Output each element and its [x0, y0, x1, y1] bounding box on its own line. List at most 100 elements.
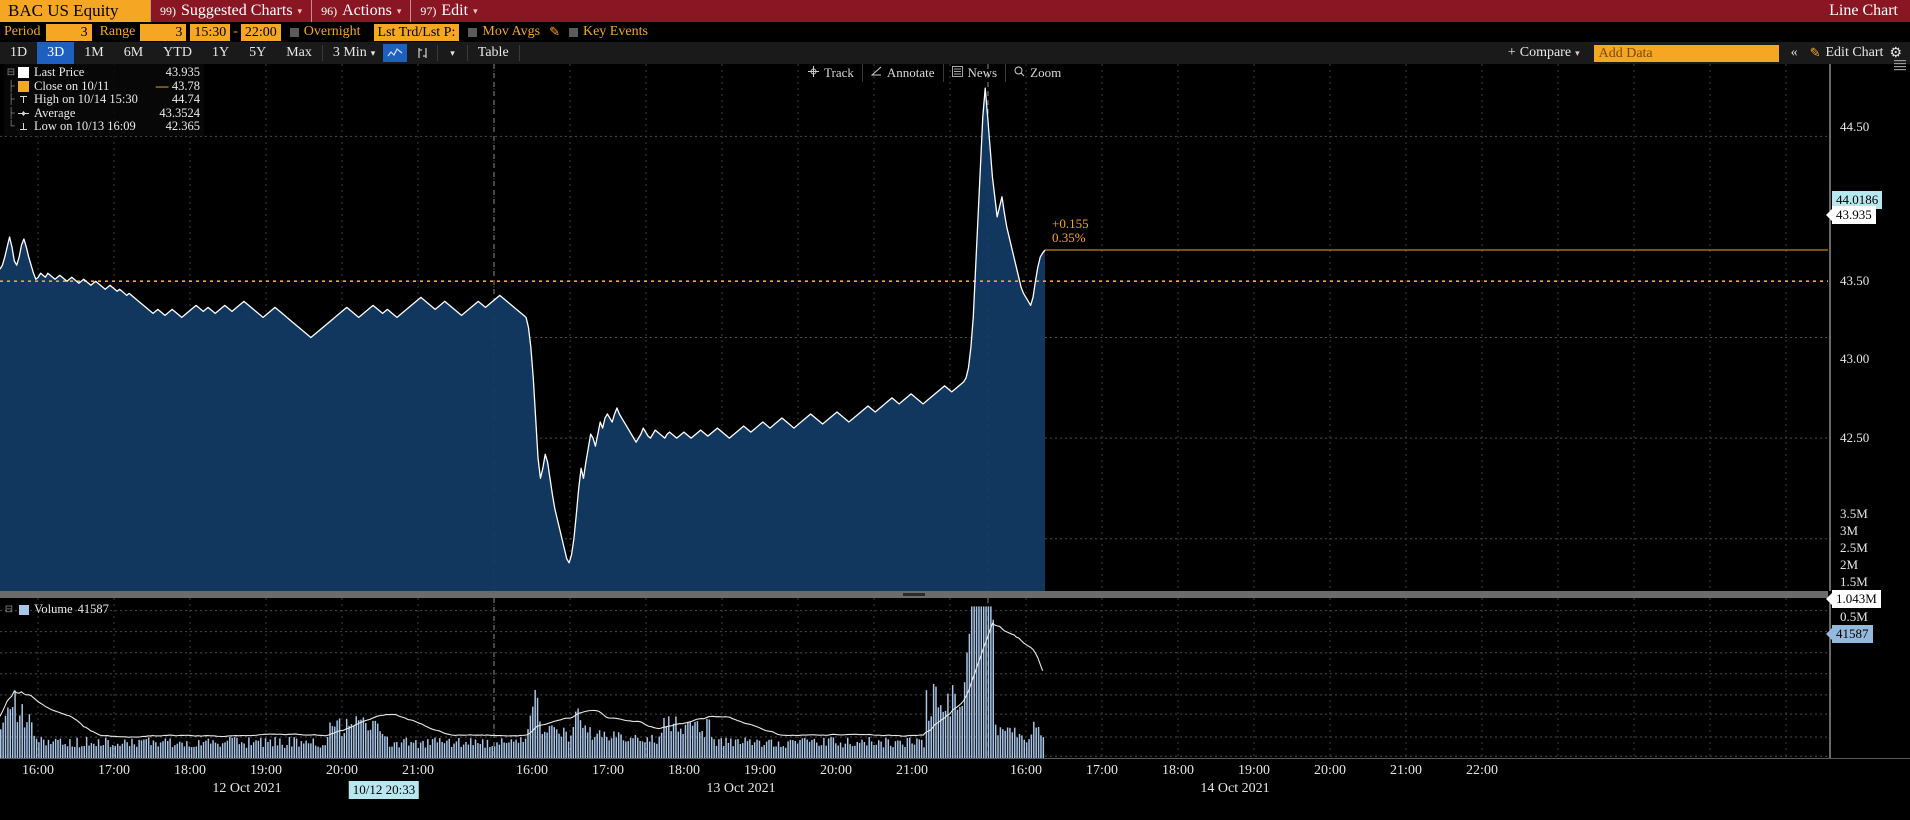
bar-chart-icon[interactable] [411, 44, 435, 62]
axis-ticks [1829, 64, 1831, 758]
chevron-down-icon[interactable]: ▾ [370, 47, 376, 58]
zoom-button[interactable]: Zoom [1005, 64, 1069, 82]
tab-table[interactable]: Table [477, 45, 509, 60]
tab-max[interactable]: Max [286, 45, 312, 60]
legend-value: 42.365 [165, 119, 200, 134]
tab-3d[interactable]: 3D [37, 42, 75, 64]
volume-chart-plot[interactable]: ⊟ Volume 41587 [0, 598, 1828, 758]
add-data-input[interactable]: Add Data [1593, 44, 1779, 62]
mov-avgs-label: Mov Avgs [482, 24, 541, 39]
volume-avg-marker: 1.043M [1832, 590, 1881, 608]
crosshair-icon [808, 65, 819, 81]
zoom-label: Zoom [1030, 65, 1062, 80]
x-tick-label: 22:00 [1466, 763, 1498, 778]
title-bar: BAC US Equity 99) Suggested Charts ▾ 96)… [0, 0, 1910, 22]
volume-tick-label: 3.5M [1840, 506, 1868, 521]
lst-trd-lst-p-dropdown[interactable]: Lst Trd/Lst P: [373, 23, 460, 41]
legend-dash: ---- [155, 78, 169, 93]
period-input[interactable]: 3 [45, 23, 92, 41]
volume-chart-svg [0, 598, 1828, 758]
mov-avgs-checkbox[interactable] [468, 27, 478, 37]
change-annotation: +0.155 [1052, 216, 1089, 231]
legend-value: 43.3524 [159, 105, 200, 120]
chevron-down-icon-more[interactable]: ▾ [450, 47, 455, 58]
volume-legend: ⊟ Volume 41587 [4, 602, 109, 617]
chart-type-title: Line Chart [1829, 2, 1898, 19]
x-tick-label: 19:00 [250, 763, 282, 778]
gear-icon[interactable]: ⚙ [1889, 45, 1902, 61]
menu-number: 97) [420, 4, 437, 18]
divider [150, 0, 151, 22]
x-tick-label: 18:00 [1162, 763, 1194, 778]
x-tick-label: 21:00 [1390, 763, 1422, 778]
news-label: News [967, 65, 998, 80]
volume-tick-label: 0.5M [1840, 609, 1868, 624]
right-axis[interactable] [1828, 64, 1910, 758]
x-tick-label: 17:00 [1086, 763, 1118, 778]
range-input[interactable]: 3 [140, 23, 187, 41]
overnight-checkbox[interactable] [289, 27, 299, 37]
divider [311, 0, 313, 22]
price-tick-label: 42.50 [1840, 430, 1870, 445]
line-chart-icon[interactable] [383, 44, 408, 62]
legend-label: Close on 10/11 [34, 78, 110, 93]
edit-chart-button[interactable]: ✎ Edit Chart [1804, 45, 1890, 61]
x-tick-label: 16:00 [516, 763, 548, 778]
legend-row: ├ Average 43.3524 [4, 105, 204, 121]
pencil-icon[interactable]: ✎ [549, 24, 560, 39]
menu-actions[interactable]: 96) Actions ▾ [312, 0, 410, 22]
ticker-input[interactable]: BAC US Equity [0, 0, 150, 22]
legend-value: 44.74 [171, 92, 200, 107]
price-chart-svg [0, 64, 1828, 591]
x-tick-label: 19:00 [1238, 763, 1270, 778]
x-tick-label: 18:00 [174, 763, 206, 778]
tab-1y[interactable]: 1Y [211, 45, 230, 60]
tab-ytd[interactable]: YTD [163, 45, 192, 60]
range-label: Range [99, 24, 136, 39]
x-tick-label: 21:00 [896, 763, 928, 778]
chevron-down-icon: ▾ [473, 6, 478, 16]
splitter-grip [903, 593, 925, 596]
edit-chart-label: Edit Chart [1825, 45, 1884, 60]
tee-up-icon [18, 94, 29, 105]
x-tick-label: 19:00 [744, 763, 776, 778]
menu-edit[interactable]: 97) Edit ▾ [411, 0, 486, 22]
chevron-down-icon: ▾ [396, 6, 402, 16]
divider [321, 45, 323, 61]
tree-toggle-icon[interactable]: ⊟ [4, 603, 14, 615]
time-end-input[interactable]: 22:00 [240, 23, 281, 41]
time-start-input[interactable]: 15:30 [190, 23, 231, 41]
tab-5y[interactable]: 5Y [249, 45, 267, 60]
tab-1d[interactable]: 1D [10, 45, 28, 60]
interval-dropdown[interactable]: 3 Min [332, 45, 367, 60]
x-tick-label: 20:00 [1314, 763, 1346, 778]
period-label: Period [4, 24, 41, 39]
legend-row: └ Low on 10/13 16:09 42.365 [4, 119, 204, 134]
legend-label: Low on 10/13 16:09 [34, 119, 136, 134]
legend-value: 43.78 [171, 78, 200, 93]
menu-suggested-charts[interactable]: 99) Suggested Charts ▾ [151, 0, 311, 22]
chart-menu-icon[interactable] [1894, 58, 1906, 71]
price-chart-plot[interactable]: ⊟ Last Price 43.935 ├ Close on 10/11 ---… [0, 64, 1828, 591]
magnifier-icon [1014, 65, 1025, 81]
x-tick-label: 17:00 [592, 763, 624, 778]
track-button[interactable]: Track [800, 64, 862, 82]
tab-1m[interactable]: 1M [84, 45, 104, 60]
pane-splitter[interactable] [0, 591, 1828, 598]
tree-toggle-icon[interactable]: ⊟ [6, 67, 16, 79]
x-tick-label: 16:00 [22, 763, 54, 778]
volume-tick-label: 3M [1840, 523, 1859, 538]
key-events-label: Key Events [582, 24, 648, 39]
angle-icon [870, 65, 882, 81]
collapse-panel-icon[interactable]: « [1790, 45, 1798, 60]
compare-button[interactable]: + Compare ▾ [1500, 45, 1588, 61]
key-events-checkbox[interactable] [568, 27, 578, 37]
tab-6m[interactable]: 6M [123, 45, 144, 60]
tee-down-icon [18, 121, 29, 132]
legend-value: 43.935 [165, 65, 200, 80]
news-button[interactable]: News [942, 64, 1006, 82]
annotate-button[interactable]: Annotate [861, 64, 943, 82]
menu-number: 99) [160, 4, 176, 18]
divider [466, 45, 468, 61]
